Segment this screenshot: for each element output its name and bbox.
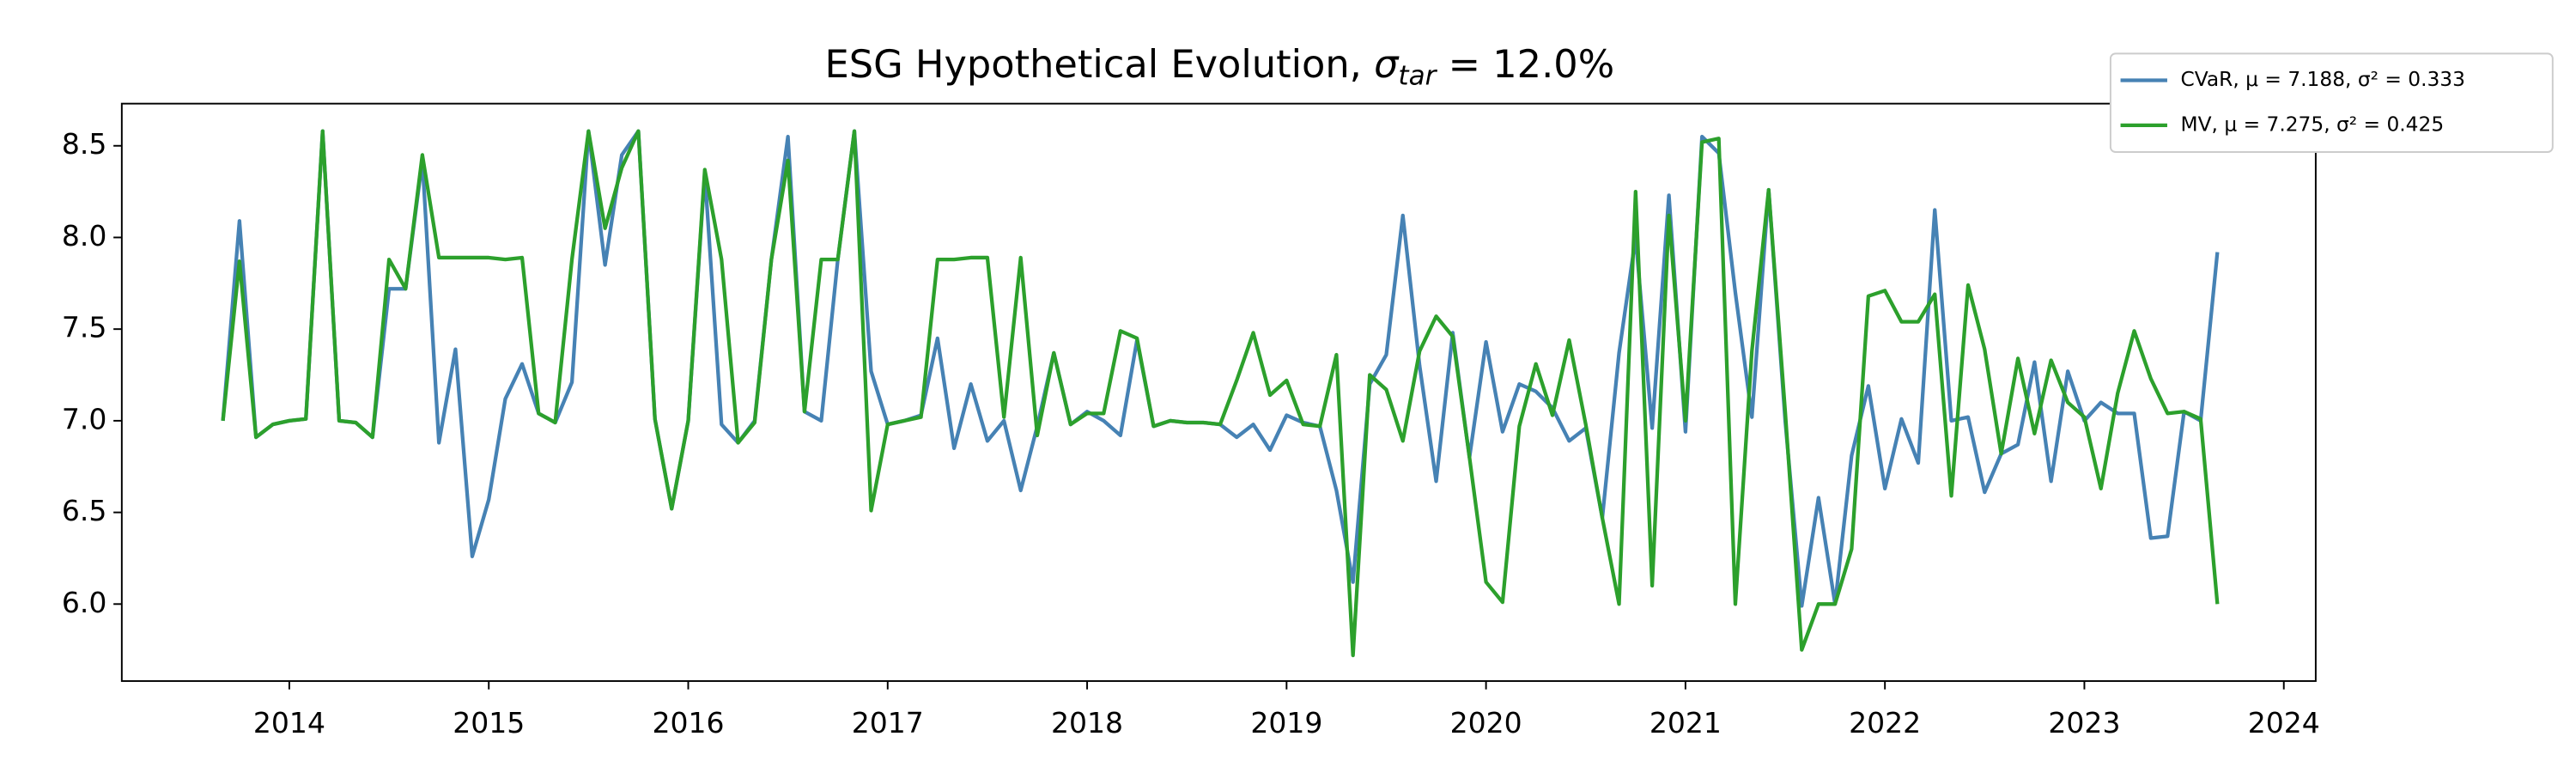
x-tick-label: 2021 [1649, 706, 1722, 740]
title-subscript: tar [1398, 61, 1437, 92]
legend-label: MV, μ = 7.275, σ² = 0.425 [2181, 113, 2445, 136]
y-tick-label: 8.0 [62, 219, 107, 253]
x-tick-label: 2015 [453, 706, 525, 740]
y-tick-label: 8.5 [62, 127, 107, 161]
legend: CVaR, μ = 7.188, σ² = 0.333 MV, μ = 7.275… [2109, 52, 2554, 153]
title-text: = 12.0% [1436, 42, 1614, 87]
y-tick-label: 7.0 [62, 402, 107, 435]
x-tick-label: 2024 [2248, 706, 2320, 740]
title-text: ESG Hypothetical Evolution, [824, 42, 1374, 87]
x-tick-label: 2014 [253, 706, 325, 740]
plot-frame [120, 102, 2317, 682]
x-tick-label: 2018 [1051, 706, 1123, 740]
x-tick-label: 2017 [852, 706, 924, 740]
chart-title: ESG Hypothetical Evolution, σtar = 12.0% [824, 42, 1614, 92]
x-tick-label: 2016 [652, 706, 724, 740]
title-symbol: σ [1374, 42, 1400, 87]
x-tick-label: 2020 [1450, 706, 1522, 740]
legend-box [2109, 52, 2554, 153]
x-tick-label: 2019 [1250, 706, 1322, 740]
legend-label: CVaR, μ = 7.188, σ² = 0.333 [2181, 68, 2465, 91]
x-tick-label: 2023 [2048, 706, 2120, 740]
series-line [221, 129, 2220, 658]
y-tick-label: 6.0 [62, 586, 107, 619]
y-tick-label: 6.5 [62, 494, 107, 527]
series-line [221, 129, 2220, 608]
x-tick-label: 2022 [1849, 706, 1921, 740]
y-tick-label: 7.5 [62, 311, 107, 344]
